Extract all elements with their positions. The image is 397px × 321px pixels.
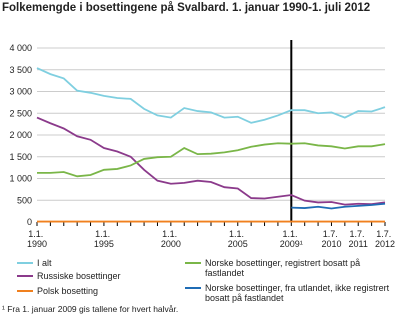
footnote: ¹ Fra 1. januar 2009 gis tallene for hve… <box>2 304 179 314</box>
x-tick-label: 1.1. 1990 <box>27 229 47 249</box>
series-line <box>36 67 386 124</box>
legend-swatch <box>17 275 33 277</box>
series-line <box>37 142 386 178</box>
y-tick-label: 1 000 <box>9 174 32 184</box>
legend-label: Russiske bosettinger <box>37 271 121 281</box>
legend-label: Norske bosettinger, registrert bosatt på… <box>205 258 361 278</box>
x-tick-label: 1.1. 1995 <box>94 229 114 249</box>
legend-swatch <box>185 262 201 264</box>
series-line <box>291 202 386 210</box>
x-tick-label: 1.7. 2011 <box>349 229 368 249</box>
legend-swatch <box>17 290 33 292</box>
y-tick-label: 2 000 <box>9 130 32 140</box>
y-tick-label: 2 500 <box>9 108 32 118</box>
x-tick-label: 1.1. 2000 <box>161 229 181 249</box>
y-tick-label: 1 500 <box>9 152 32 162</box>
y-tick-label: 3 000 <box>9 87 32 97</box>
legend-label: Polsk bosetting <box>37 286 99 296</box>
legend-label: Norske bosettinger, fra utlandet, ikke r… <box>205 283 390 303</box>
chart-title: Folkemengde i bosettingene på Svalbard. … <box>2 2 370 14</box>
y-tick-label: 500 <box>17 195 32 205</box>
legend-swatch <box>185 287 201 289</box>
y-tick-label: 3 500 <box>9 65 32 75</box>
x-tick-label: 1.1. 2009¹ <box>280 229 303 249</box>
y-tick-label: 4 000 <box>9 43 32 53</box>
series-line <box>36 116 386 206</box>
x-tick-label: 1.7. 2010 <box>321 229 341 249</box>
legend-label: I alt <box>37 258 52 268</box>
x-tick-label: 1.7. 2012 <box>375 229 395 249</box>
legend-swatch <box>17 262 33 264</box>
x-tick-label: 1.1. 2005 <box>228 229 248 249</box>
y-tick-label: 0 <box>27 217 32 227</box>
